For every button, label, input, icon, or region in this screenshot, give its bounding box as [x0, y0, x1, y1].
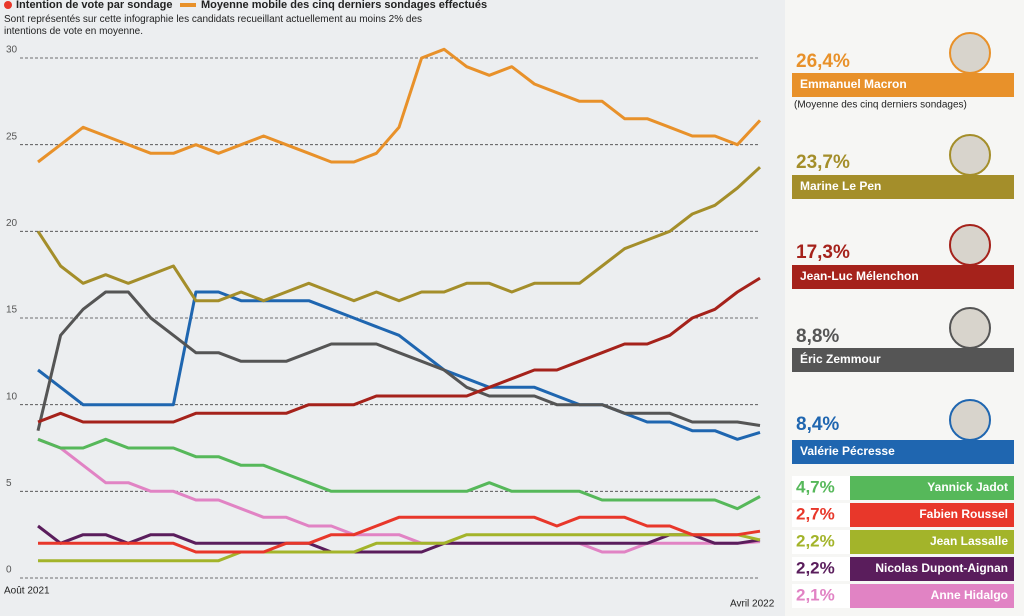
legend-label: Nicolas Dupont-Aignan: [875, 561, 1008, 575]
legend-line-label: Moyenne mobile des cinq derniers sondage…: [201, 0, 487, 11]
y-tick-label: 25: [6, 131, 18, 142]
legend-dot: [4, 1, 12, 9]
y-tick-label: 0: [6, 565, 12, 576]
legend-label: Yannick Jadot: [927, 480, 1008, 494]
portrait: [949, 307, 991, 349]
subtitle-box: Sont représentés sur cette infographie l…: [4, 14, 423, 37]
value-label: 2,2%: [796, 531, 835, 550]
value-box: [792, 476, 850, 500]
name-box: [792, 73, 1014, 97]
y-tick-label: 5: [6, 478, 12, 489]
x-tick-label: Août 2021: [4, 586, 50, 597]
series-line: [36, 166, 762, 303]
value-box: [792, 557, 850, 581]
note: (Moyenne des cinq derniers sondages): [794, 100, 967, 111]
name-box: [792, 348, 1014, 372]
value-label: 8,4%: [796, 414, 839, 435]
portrait: [949, 399, 991, 441]
name-box: [792, 440, 1014, 464]
legend-label: Éric Zemmour: [800, 351, 881, 366]
series-line: [38, 515, 761, 554]
series-line: [36, 290, 761, 432]
value-label: 4,7%: [796, 477, 835, 496]
y-tick-label: 20: [6, 218, 18, 229]
series-line: [37, 47, 762, 164]
portrait: [949, 134, 991, 176]
legend-label: Fabien Roussel: [919, 507, 1008, 521]
value-label: 17,3%: [796, 242, 850, 263]
series-line: [37, 437, 761, 554]
value-label: 8,8%: [796, 326, 839, 347]
portrait: [949, 32, 991, 74]
legend-label: Jean Lassalle: [930, 534, 1008, 548]
value-box: [792, 503, 850, 527]
series-line: [37, 524, 761, 554]
value-box: [792, 584, 850, 608]
value-label: 2,7%: [796, 504, 835, 523]
name-box: [792, 265, 1014, 289]
y-tick-label: 15: [6, 305, 18, 316]
series-line: [37, 290, 761, 441]
legend-label: Jean-Luc Mélenchon: [800, 269, 919, 283]
legend-dots-label: Intention de vote par sondage: [16, 0, 172, 11]
value-box: [792, 530, 850, 554]
series-line: [37, 437, 761, 511]
legend-label: Emmanuel Macron: [800, 77, 907, 91]
subtitle: Sont représentés sur cette infographie l…: [4, 14, 423, 37]
legend-label: Valérie Pécresse: [800, 444, 895, 458]
value-label: 2,2%: [796, 558, 835, 577]
series-line: [38, 533, 761, 563]
y-tick-label: 30: [6, 45, 18, 56]
portrait: [949, 224, 991, 266]
value-label: 26,4%: [796, 51, 850, 72]
legend-line: [180, 3, 196, 7]
value-label: 23,7%: [796, 152, 850, 173]
legend-label: Anne Hidalgo: [931, 588, 1008, 602]
series-line: [37, 276, 761, 424]
value-label: 2,1%: [796, 585, 835, 604]
y-tick-label: 10: [6, 391, 18, 402]
x-tick-label: Avril 2022: [730, 599, 775, 610]
legend-label: Marine Le Pen: [800, 179, 881, 193]
name-box: [792, 175, 1014, 199]
